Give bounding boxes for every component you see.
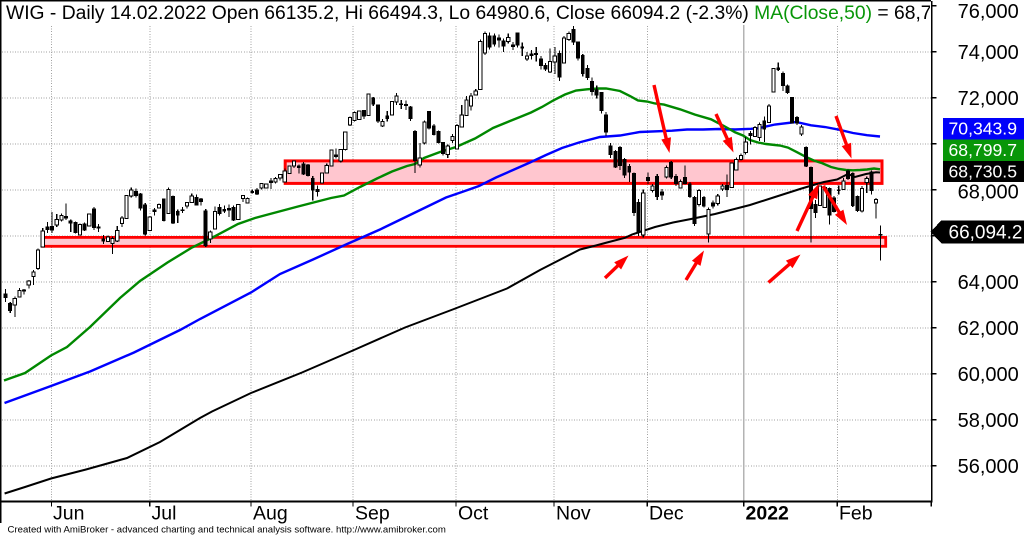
svg-text:70,343.9: 70,343.9 (949, 119, 1018, 139)
svg-text:64,000: 64,000 (958, 272, 1019, 294)
svg-text:Dec: Dec (649, 503, 684, 525)
svg-text:68,799.7: 68,799.7 (949, 140, 1018, 160)
svg-text:Aug: Aug (253, 503, 288, 525)
svg-text:Nov: Nov (556, 503, 591, 525)
svg-text:60,000: 60,000 (958, 364, 1019, 386)
svg-text:62,000: 62,000 (958, 318, 1019, 340)
svg-text:Feb: Feb (839, 503, 873, 525)
svg-text:Created with AmiBroker - advan: Created with AmiBroker - advanced charti… (8, 524, 446, 535)
svg-text:2022: 2022 (746, 503, 790, 525)
svg-text:74,000: 74,000 (958, 42, 1019, 64)
svg-text:58,000: 58,000 (958, 410, 1019, 432)
svg-text:68,730.5: 68,730.5 (949, 162, 1018, 182)
svg-text:72,000: 72,000 (958, 88, 1019, 110)
svg-text:76,000: 76,000 (958, 1, 1019, 23)
svg-text:Jul: Jul (152, 503, 177, 525)
svg-text:Sep: Sep (355, 503, 390, 525)
svg-text:WIG - Daily 14.02.2022 Open 66: WIG - Daily 14.02.2022 Open 66135.2, Hi … (6, 3, 942, 24)
svg-text:66,094.2: 66,094.2 (949, 222, 1023, 243)
svg-text:68,000: 68,000 (958, 182, 1019, 204)
svg-text:Jun: Jun (53, 503, 84, 525)
svg-text:Oct: Oct (458, 503, 489, 525)
svg-text:56,000: 56,000 (958, 456, 1019, 478)
